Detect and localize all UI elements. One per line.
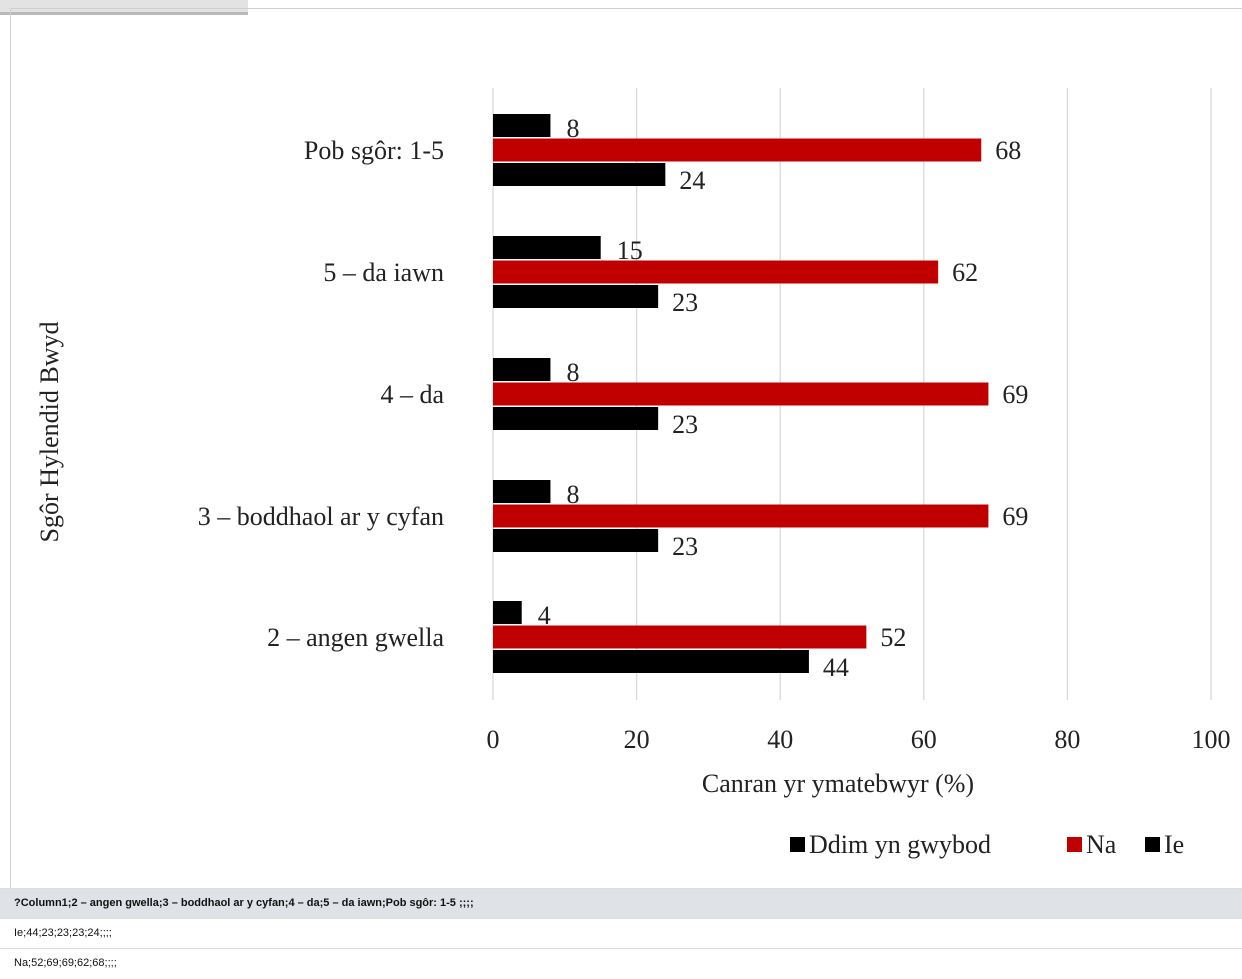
- category-label: 2 – angen gwella: [267, 623, 444, 652]
- y-axis-label: Sgôr Hylendid Bwyd: [35, 322, 64, 543]
- data-label: 23: [672, 532, 698, 561]
- bar: [493, 138, 982, 162]
- bar: [493, 114, 551, 137]
- bar: [493, 407, 659, 430]
- category-label: 5 – da iawn: [323, 258, 444, 287]
- data-label: 23: [672, 288, 698, 317]
- data-label: 62: [952, 258, 978, 287]
- data-label: 8: [566, 480, 579, 509]
- data-label: 69: [1002, 380, 1028, 409]
- table-row: Ie;44;23;23;23;24;;;;: [0, 918, 1242, 948]
- category-label: 4 – da: [380, 380, 444, 409]
- bar-chart: 8 68 24 15 62 23 8 69 23 8 69 23 4 52 44 Pob sgôr: 1-5…: [35, 88, 1231, 859]
- legend-label: Ddim yn gwybod: [809, 830, 991, 859]
- data-label: 69: [1002, 502, 1028, 531]
- legend-swatch: [1067, 837, 1082, 852]
- data-table: ?Column1;2 – angen gwella;3 – boddhaol a…: [0, 888, 1242, 979]
- bar: [493, 236, 601, 259]
- x-tick-label: 40: [767, 725, 793, 754]
- category-labels: Pob sgôr: 1-5 5 – da iawn 4 – da 3 – boddha…: [198, 136, 445, 652]
- data-label: 24: [679, 166, 705, 195]
- data-label: 4: [538, 601, 551, 630]
- data-label: 23: [672, 410, 698, 439]
- bar: [493, 382, 989, 406]
- data-label: 8: [566, 358, 579, 387]
- data-label: 52: [880, 623, 906, 652]
- x-tick-label: 60: [911, 725, 937, 754]
- bar: [493, 625, 867, 649]
- legend-label: Ie: [1164, 830, 1184, 859]
- bar: [493, 504, 989, 528]
- chart-frame: [10, 8, 1242, 897]
- x-tick-label: 100: [1192, 725, 1231, 754]
- legend: Ddim yn gwybod Na Ie: [790, 830, 1184, 859]
- category-label: 3 – boddhaol ar y cyfan: [198, 502, 444, 531]
- bar: [493, 285, 659, 308]
- bar: [493, 163, 666, 186]
- table-row: Na;52;69;69;62;68;;;;: [0, 948, 1242, 979]
- legend-swatch: [1145, 837, 1160, 852]
- data-label: 68: [995, 136, 1021, 165]
- data-label: 44: [823, 653, 849, 682]
- table-header-row: ?Column1;2 – angen gwella;3 – boddhaol a…: [0, 888, 1242, 918]
- category-label: Pob sgôr: 1-5: [304, 136, 444, 165]
- bar: [493, 601, 522, 624]
- data-label: 15: [617, 236, 643, 265]
- x-tick-label: 20: [624, 725, 650, 754]
- value-labels: 8 68 24 15 62 23 8 69 23 8 69 23 4 52 44: [538, 114, 1029, 682]
- bar: [493, 480, 551, 503]
- x-tick-label: 80: [1054, 725, 1080, 754]
- x-tick-label: 0: [487, 725, 500, 754]
- bar: [493, 260, 939, 284]
- top-tab[interactable]: [0, 0, 248, 15]
- x-axis-label: Canran yr ymatebwyr (%): [702, 769, 974, 798]
- bar: [493, 358, 551, 381]
- bar: [493, 529, 659, 552]
- bars: [493, 114, 989, 673]
- data-label: 8: [566, 114, 579, 143]
- legend-label: Na: [1086, 830, 1117, 859]
- legend-swatch: [790, 837, 805, 852]
- bar: [493, 650, 809, 673]
- x-tick-labels: 0 20 40 60 80 100: [487, 725, 1231, 754]
